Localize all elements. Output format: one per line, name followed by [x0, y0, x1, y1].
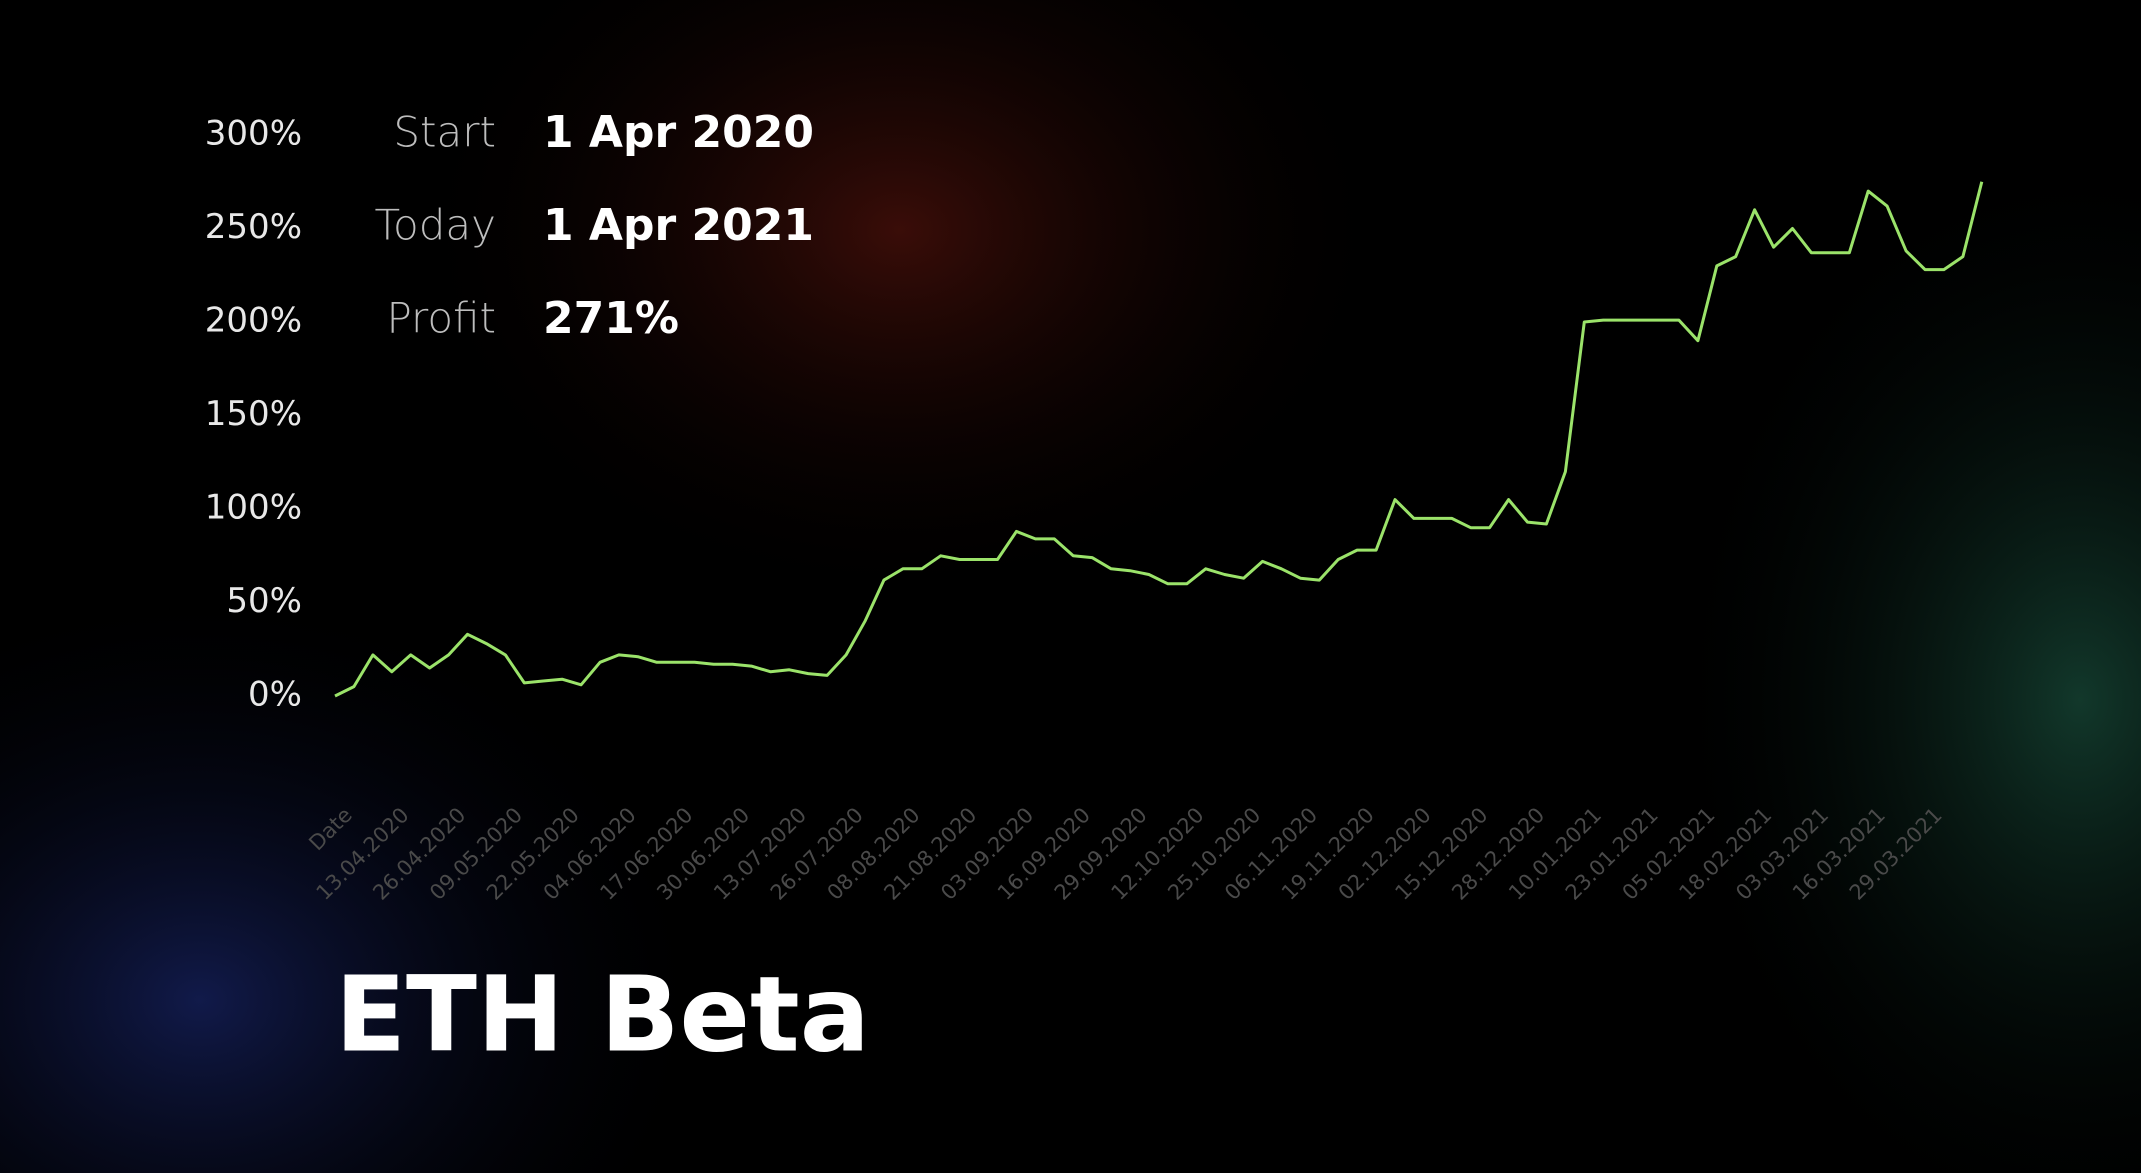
stat-label: Profit	[386, 294, 496, 343]
stat-value: 1 Apr 2020	[543, 107, 814, 158]
y-tick-label: 100%	[205, 488, 302, 528]
stat-value: 271%	[543, 293, 679, 344]
y-tick-label: 250%	[205, 207, 302, 247]
chart-title: ETH Beta	[335, 953, 870, 1075]
stat-value: 1 Apr 2021	[543, 200, 814, 251]
glow	[0, 580, 720, 1173]
y-tick-label: 50%	[226, 581, 302, 621]
line	[334, 181, 1984, 698]
glow	[1660, 140, 2141, 1173]
y-tick-label: 150%	[205, 394, 302, 434]
y-tick-label: 300%	[205, 114, 302, 154]
stat-label: Today	[375, 201, 496, 250]
stat-label: Start	[393, 108, 496, 157]
y-tick-label: 0%	[248, 675, 302, 715]
y-tick-label: 200%	[205, 301, 302, 341]
glow	[400, 0, 1400, 610]
